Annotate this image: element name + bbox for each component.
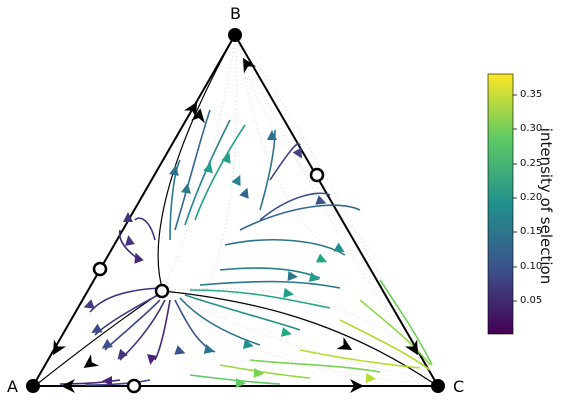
stable-point-c (431, 379, 445, 393)
unstable-point-interior (154, 283, 170, 299)
stable-point-a (26, 379, 40, 393)
colorbar (487, 73, 517, 335)
vertex-label-a: A (7, 377, 18, 396)
fixed-points (26, 28, 445, 394)
colorbar-tick: 0.05 (520, 295, 543, 306)
colorbar-title: intensity of selection (537, 127, 555, 285)
unstable-point-ac (126, 378, 142, 394)
colorbar-gradient (487, 73, 514, 335)
colorbar-tick: 0.30 (520, 123, 543, 134)
vector-field-dots (39, 39, 433, 384)
vertex-label-b: B (230, 4, 241, 23)
vertex-label-c: C (453, 377, 465, 396)
streamlines (59, 109, 433, 386)
colorbar-tick: 0.15 (520, 226, 543, 237)
stable-point-b (228, 28, 242, 42)
colorbar-tick: 0.20 (520, 192, 543, 203)
simplex-edges (32, 34, 439, 387)
colorbar-tick: 0.10 (520, 261, 543, 272)
colorbar-tick: 0.35 (520, 89, 543, 100)
flow-arrows (53, 57, 418, 393)
unstable-point-ab (92, 261, 108, 277)
unstable-point-bc (309, 167, 325, 183)
colorbar-tick: 0.25 (520, 158, 543, 169)
